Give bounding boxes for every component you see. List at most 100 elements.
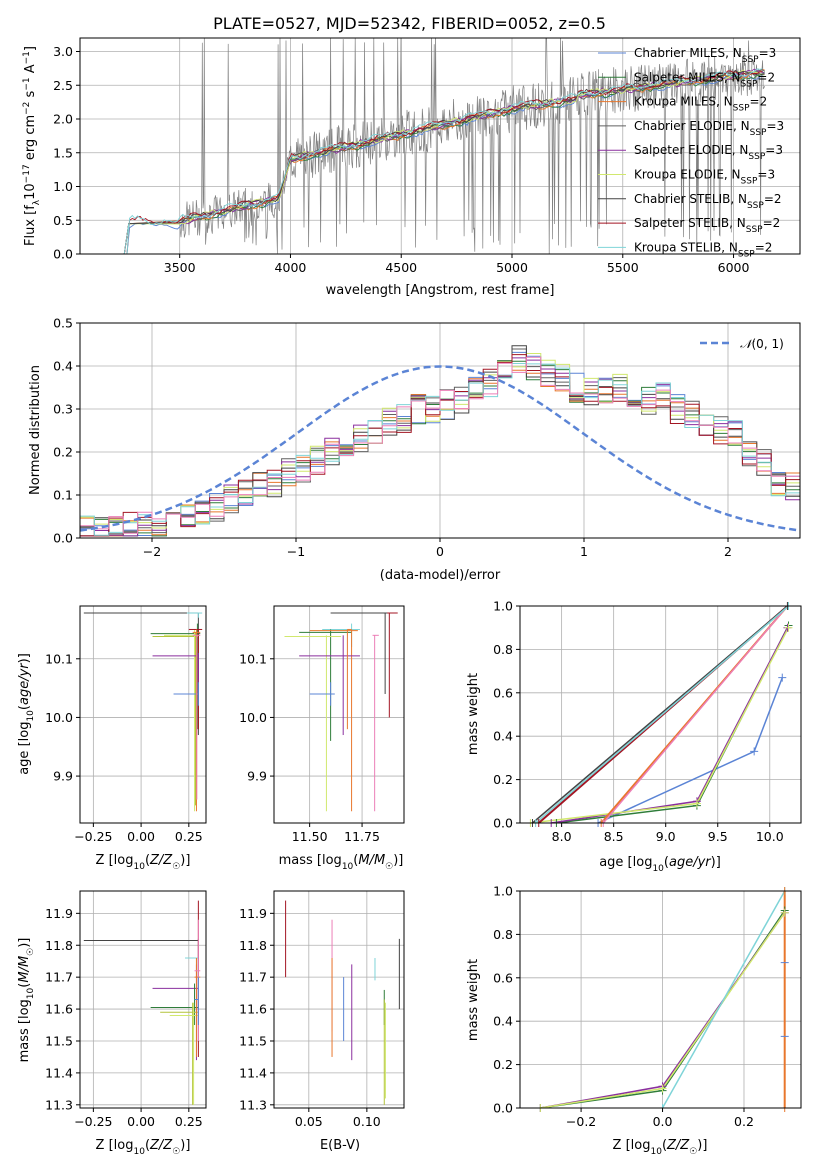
weight-cumulative-line — [532, 606, 788, 823]
mass-metallicity-axes-plot-area — [83, 900, 201, 1105]
tick-label-y: 0.6 — [493, 970, 513, 985]
axes-frame — [79, 37, 801, 255]
tick-label-x: 2 — [724, 544, 732, 559]
tick-label-y: 0.5 — [53, 316, 73, 331]
chart-title: PLATE=0527, MJD=52342, FIBERID=0052, z=0… — [213, 14, 606, 33]
tick-label-x: −0.25 — [74, 1114, 112, 1129]
mass-metallicity-axes: −0.25 0.00 0.25 11.3 11.4 11.5 11.6 11.7 11.8 11.… — [17, 890, 207, 1157]
tick-label-x: 0.0 — [653, 1114, 673, 1129]
y-axis-label: mass [log10(M/M☉)] — [17, 938, 36, 1063]
mass-extinction-axes-grid — [274, 891, 404, 1108]
tick-label-x: 0.2 — [734, 1114, 754, 1129]
tick-label-x: 1 — [580, 544, 588, 559]
tick-label-y: 0.4 — [53, 359, 73, 374]
tick-label-y: 11.6 — [45, 1002, 73, 1017]
legend-entry: Salpeter STELIB, NSSP=2 — [634, 216, 780, 235]
tick-label-x: −1 — [287, 544, 305, 559]
tick-label-y: 11.8 — [239, 938, 267, 953]
y-axis-label: age [log10(age/yr)] — [17, 653, 36, 775]
x-axis-label: Z [log10(Z/Z☉)] — [96, 853, 191, 872]
tick-label-y: 0.8 — [493, 642, 513, 657]
tick-label-y: 1.0 — [493, 884, 513, 899]
tick-label-x: 0 — [436, 544, 444, 559]
legend-entry: Kroupa MILES, NSSP=2 — [634, 95, 767, 114]
axes-frame — [519, 890, 802, 1109]
data-point-marker — [692, 799, 701, 808]
residual-histogram — [80, 356, 800, 534]
x-axis-label: Z [log10(Z/Z☉)] — [96, 1138, 191, 1157]
tick-label-y: 0.0 — [53, 531, 73, 546]
legend: Chabrier MILES, NSSP=3 Salpeter MILES, NS… — [598, 46, 784, 259]
data-point-marker — [784, 623, 793, 632]
weight-metallicity-axes: −0.2 0.0 0.2 0.0 0.2 0.4 0.6 0.8 1.0 Z [log10(Z/Z… — [466, 884, 802, 1157]
tick-label-x: 0.25 — [175, 829, 203, 844]
age-metallicity-axes-plot-area — [83, 612, 203, 812]
tick-label-y: 11.8 — [45, 938, 73, 953]
mass-extinction-axes: 0.05 0.10 11.3 11.4 11.5 11.6 11.7 11.8 11.9 E(B-… — [239, 890, 405, 1153]
legend-entry: Chabrier ELODIE, NSSP=3 — [634, 119, 784, 138]
tick-label-x: 0.05 — [295, 1114, 323, 1129]
tick-label-x: 4000 — [275, 260, 307, 275]
tick-label-y: 9.9 — [53, 769, 73, 784]
model-spectrum-line — [123, 70, 763, 254]
tick-label-x: 3500 — [164, 260, 196, 275]
y-axis-label: mass weight — [466, 673, 481, 755]
tick-label-x: 8.5 — [604, 829, 624, 844]
tick-label-x: 9.5 — [708, 829, 728, 844]
tick-label-y: 1.0 — [53, 179, 73, 194]
legend-entry: Salpeter ELODIE, NSSP=3 — [634, 143, 783, 162]
tick-label-y: 10.1 — [239, 651, 267, 666]
weight-cumulative-line — [535, 606, 789, 823]
data-point-marker — [778, 673, 787, 682]
tick-label-x: −0.25 — [74, 829, 112, 844]
tick-label-x: 11.50 — [292, 829, 328, 844]
tick-label-x: 5500 — [607, 260, 639, 275]
tick-label-x: 9.0 — [656, 829, 676, 844]
tick-label-x: −0.2 — [566, 1114, 596, 1129]
x-axis-label: E(B-V) — [320, 1138, 360, 1153]
weight-cumulative-line — [556, 625, 790, 823]
tick-label-y: 0.5 — [53, 213, 73, 228]
tick-label-y: 0.2 — [493, 772, 513, 787]
tick-label-x: 11.75 — [344, 829, 380, 844]
legend-entry: Kroupa STELIB, NSSP=2 — [634, 240, 772, 259]
tick-label-y: 2.5 — [53, 78, 73, 93]
tick-label-x: −2 — [143, 544, 161, 559]
tick-label-y: 11.5 — [239, 1033, 267, 1048]
weight-cumulative-line — [602, 606, 789, 823]
tick-label-y: 9.9 — [247, 769, 267, 784]
legend-entry: Chabrier MILES, NSSP=3 — [634, 46, 776, 65]
axes-frame — [519, 605, 802, 824]
tick-label-y: 0.8 — [493, 927, 513, 942]
axes-frame — [273, 890, 405, 1109]
tick-label-x: 0.00 — [127, 829, 155, 844]
tick-label-y: 0.2 — [53, 445, 73, 460]
tick-label-y: 1.0 — [493, 599, 513, 614]
data-point-marker — [750, 747, 759, 756]
legend-entry: 𝒩(0, 1) — [740, 337, 784, 351]
tick-label-y: 11.7 — [239, 970, 267, 985]
tick-label-x: 4500 — [385, 260, 417, 275]
data-point-marker — [658, 1084, 667, 1093]
tick-label-y: 11.3 — [45, 1097, 73, 1112]
age-mass-axes-plot-area — [284, 612, 398, 812]
x-axis-label: (data-model)/error — [380, 568, 501, 583]
weight-cumulative-line — [551, 627, 789, 823]
tick-label-x: 10.0 — [756, 829, 784, 844]
residual-histogram — [80, 353, 800, 529]
axes-frame — [273, 605, 405, 824]
x-axis-label: age [log10(age/yr)] — [599, 855, 721, 874]
tick-label-y: 0.4 — [493, 729, 513, 744]
tick-label-y: 11.4 — [239, 1065, 267, 1080]
y-axis-label: mass weight — [466, 959, 481, 1041]
legend-entry: Chabrier STELIB, NSSP=2 — [634, 192, 782, 211]
tick-label-x: 0.10 — [353, 1114, 381, 1129]
spectrum-axes: 3500 4000 4500 5000 5500 6000 0.0 0.5 1.0 1.5 2.0 2… — [22, 14, 801, 298]
tick-label-x: 0.00 — [127, 1114, 155, 1129]
tick-label-y: 11.6 — [239, 1002, 267, 1017]
weight-cumulative-line — [597, 677, 784, 823]
x-axis-label: mass [log10(M/M☉)] — [279, 853, 404, 872]
model-spectrum-line — [123, 69, 765, 254]
age-mass-axes: 11.50 11.75 9.9 10.0 10.1 mass [log10(M/M☉)] — [239, 605, 405, 872]
